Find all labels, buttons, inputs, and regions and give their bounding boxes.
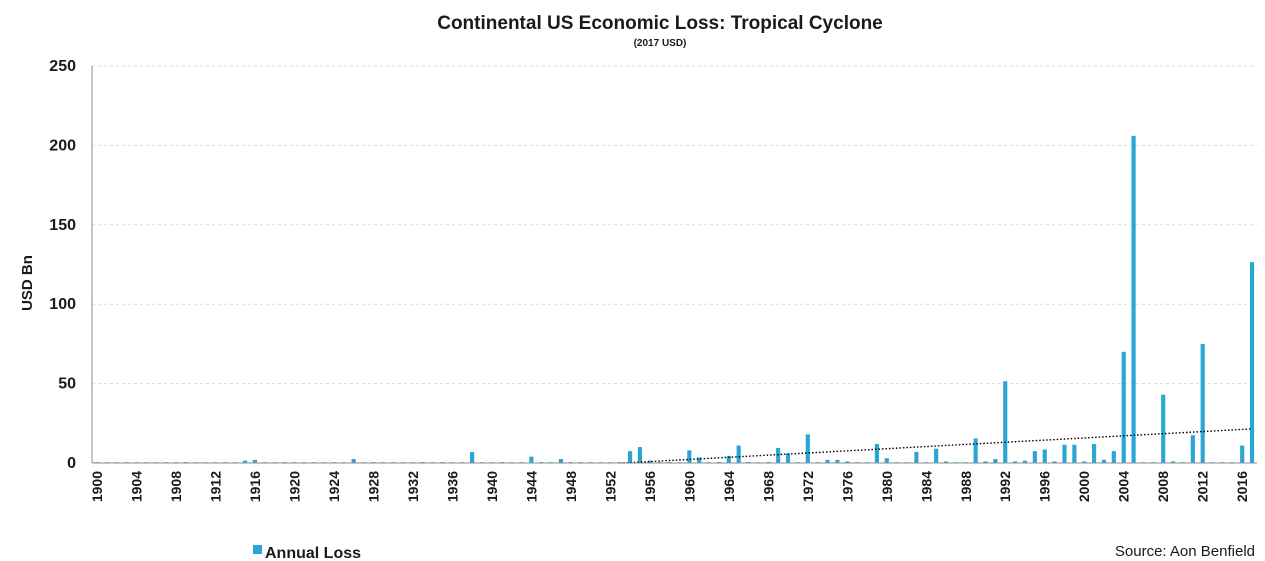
x-tick-label: 1924 (326, 471, 342, 502)
bar (1003, 381, 1008, 463)
x-tick-label: 1976 (839, 471, 855, 502)
bar (1171, 461, 1176, 463)
x-tick-label: 1916 (247, 471, 263, 502)
bar (943, 461, 949, 463)
bar (914, 451, 919, 463)
x-tick-label: 1964 (721, 471, 737, 502)
bar (687, 450, 692, 463)
x-tick-label: 1912 (207, 471, 223, 502)
x-tick-label: 1972 (800, 471, 816, 502)
bar (776, 447, 781, 463)
x-tick-label: 1968 (760, 471, 776, 502)
bar (529, 456, 534, 463)
legend-label: Annual Loss (265, 545, 361, 561)
y-tick-label: 0 (67, 455, 76, 472)
x-axis-ticks: 1900 1904 1908 1912 1916 1920 1924 1928 1932 1936… (89, 471, 1250, 502)
x-tick-label: 2000 (1076, 471, 1092, 502)
bar (1052, 461, 1057, 463)
x-tick-label: 1960 (681, 471, 697, 502)
x-tick-label: 1904 (128, 471, 144, 502)
bar (1013, 461, 1018, 463)
bar (884, 458, 889, 463)
bar (805, 434, 810, 463)
bar (1249, 262, 1255, 463)
bar (726, 455, 731, 463)
bar (628, 451, 633, 463)
bar (1200, 343, 1205, 463)
x-tick-label: 1920 (286, 471, 302, 502)
x-tick-label: 1956 (642, 471, 658, 502)
bars-series-annual-loss (94, 135, 1255, 463)
x-tick-label: 1944 (523, 471, 539, 502)
bar (825, 459, 830, 463)
bar (983, 461, 988, 463)
y-axis-ticks: 0 50 100 150 200 250 (49, 58, 76, 472)
bar (470, 451, 475, 463)
x-tick-label: 1932 (405, 471, 421, 502)
bar (785, 453, 791, 463)
x-tick-label: 1988 (958, 471, 974, 502)
bar (242, 460, 248, 463)
x-tick-label: 1952 (602, 471, 618, 502)
bar (1240, 445, 1245, 463)
source-note: Source: Aon Benfield (1115, 543, 1255, 560)
bar (1190, 435, 1195, 463)
bar (351, 459, 356, 463)
x-tick-label: 1948 (563, 471, 579, 502)
x-tick-label: 1996 (1037, 471, 1053, 502)
bar (1121, 351, 1126, 463)
bar (874, 443, 879, 463)
bar (845, 461, 850, 463)
x-tick-label: 2012 (1195, 471, 1211, 502)
x-tick-label: 1928 (365, 471, 381, 502)
chart-title: Continental US Economic Loss: Tropical C… (437, 13, 883, 34)
bar (1062, 444, 1067, 463)
x-tick-label: 2016 (1234, 471, 1250, 502)
y-tick-label: 150 (49, 217, 76, 234)
x-tick-label: 1984 (918, 471, 934, 502)
x-tick-label: 1992 (997, 471, 1013, 502)
bar (1161, 394, 1166, 463)
y-tick-label: 250 (49, 58, 76, 75)
bar (1042, 449, 1047, 463)
bar (934, 448, 939, 463)
x-tick-label: 1980 (879, 471, 895, 502)
bar (1092, 443, 1097, 463)
axes (91, 66, 1257, 464)
bar (252, 459, 257, 463)
bar (1131, 135, 1136, 463)
bar (736, 445, 741, 463)
bar (835, 459, 840, 463)
bar (1082, 461, 1087, 463)
bar (1022, 460, 1028, 463)
y-axis-label: USD Bn (19, 255, 36, 311)
bar (647, 460, 652, 463)
bar (1032, 451, 1037, 463)
chart-subtitle: (2017 USD) (634, 38, 687, 49)
bar (1101, 459, 1107, 463)
x-tick-label: 1900 (89, 471, 105, 502)
x-tick-label: 1940 (484, 471, 500, 502)
legend-swatch (253, 545, 262, 554)
bar (973, 438, 978, 463)
bar (558, 459, 564, 463)
x-tick-label: 2004 (1116, 471, 1132, 502)
y-tick-label: 200 (49, 137, 76, 154)
x-tick-label: 2008 (1155, 471, 1171, 502)
bar (993, 459, 998, 463)
bar (697, 457, 702, 463)
bar (637, 447, 643, 463)
bar (1072, 444, 1077, 463)
bar (1111, 451, 1116, 463)
gridlines (92, 65, 1257, 385)
x-tick-label: 1936 (444, 471, 460, 502)
y-tick-label: 50 (58, 376, 76, 393)
x-tick-label: 1908 (168, 471, 184, 502)
y-tick-label: 100 (49, 296, 76, 313)
